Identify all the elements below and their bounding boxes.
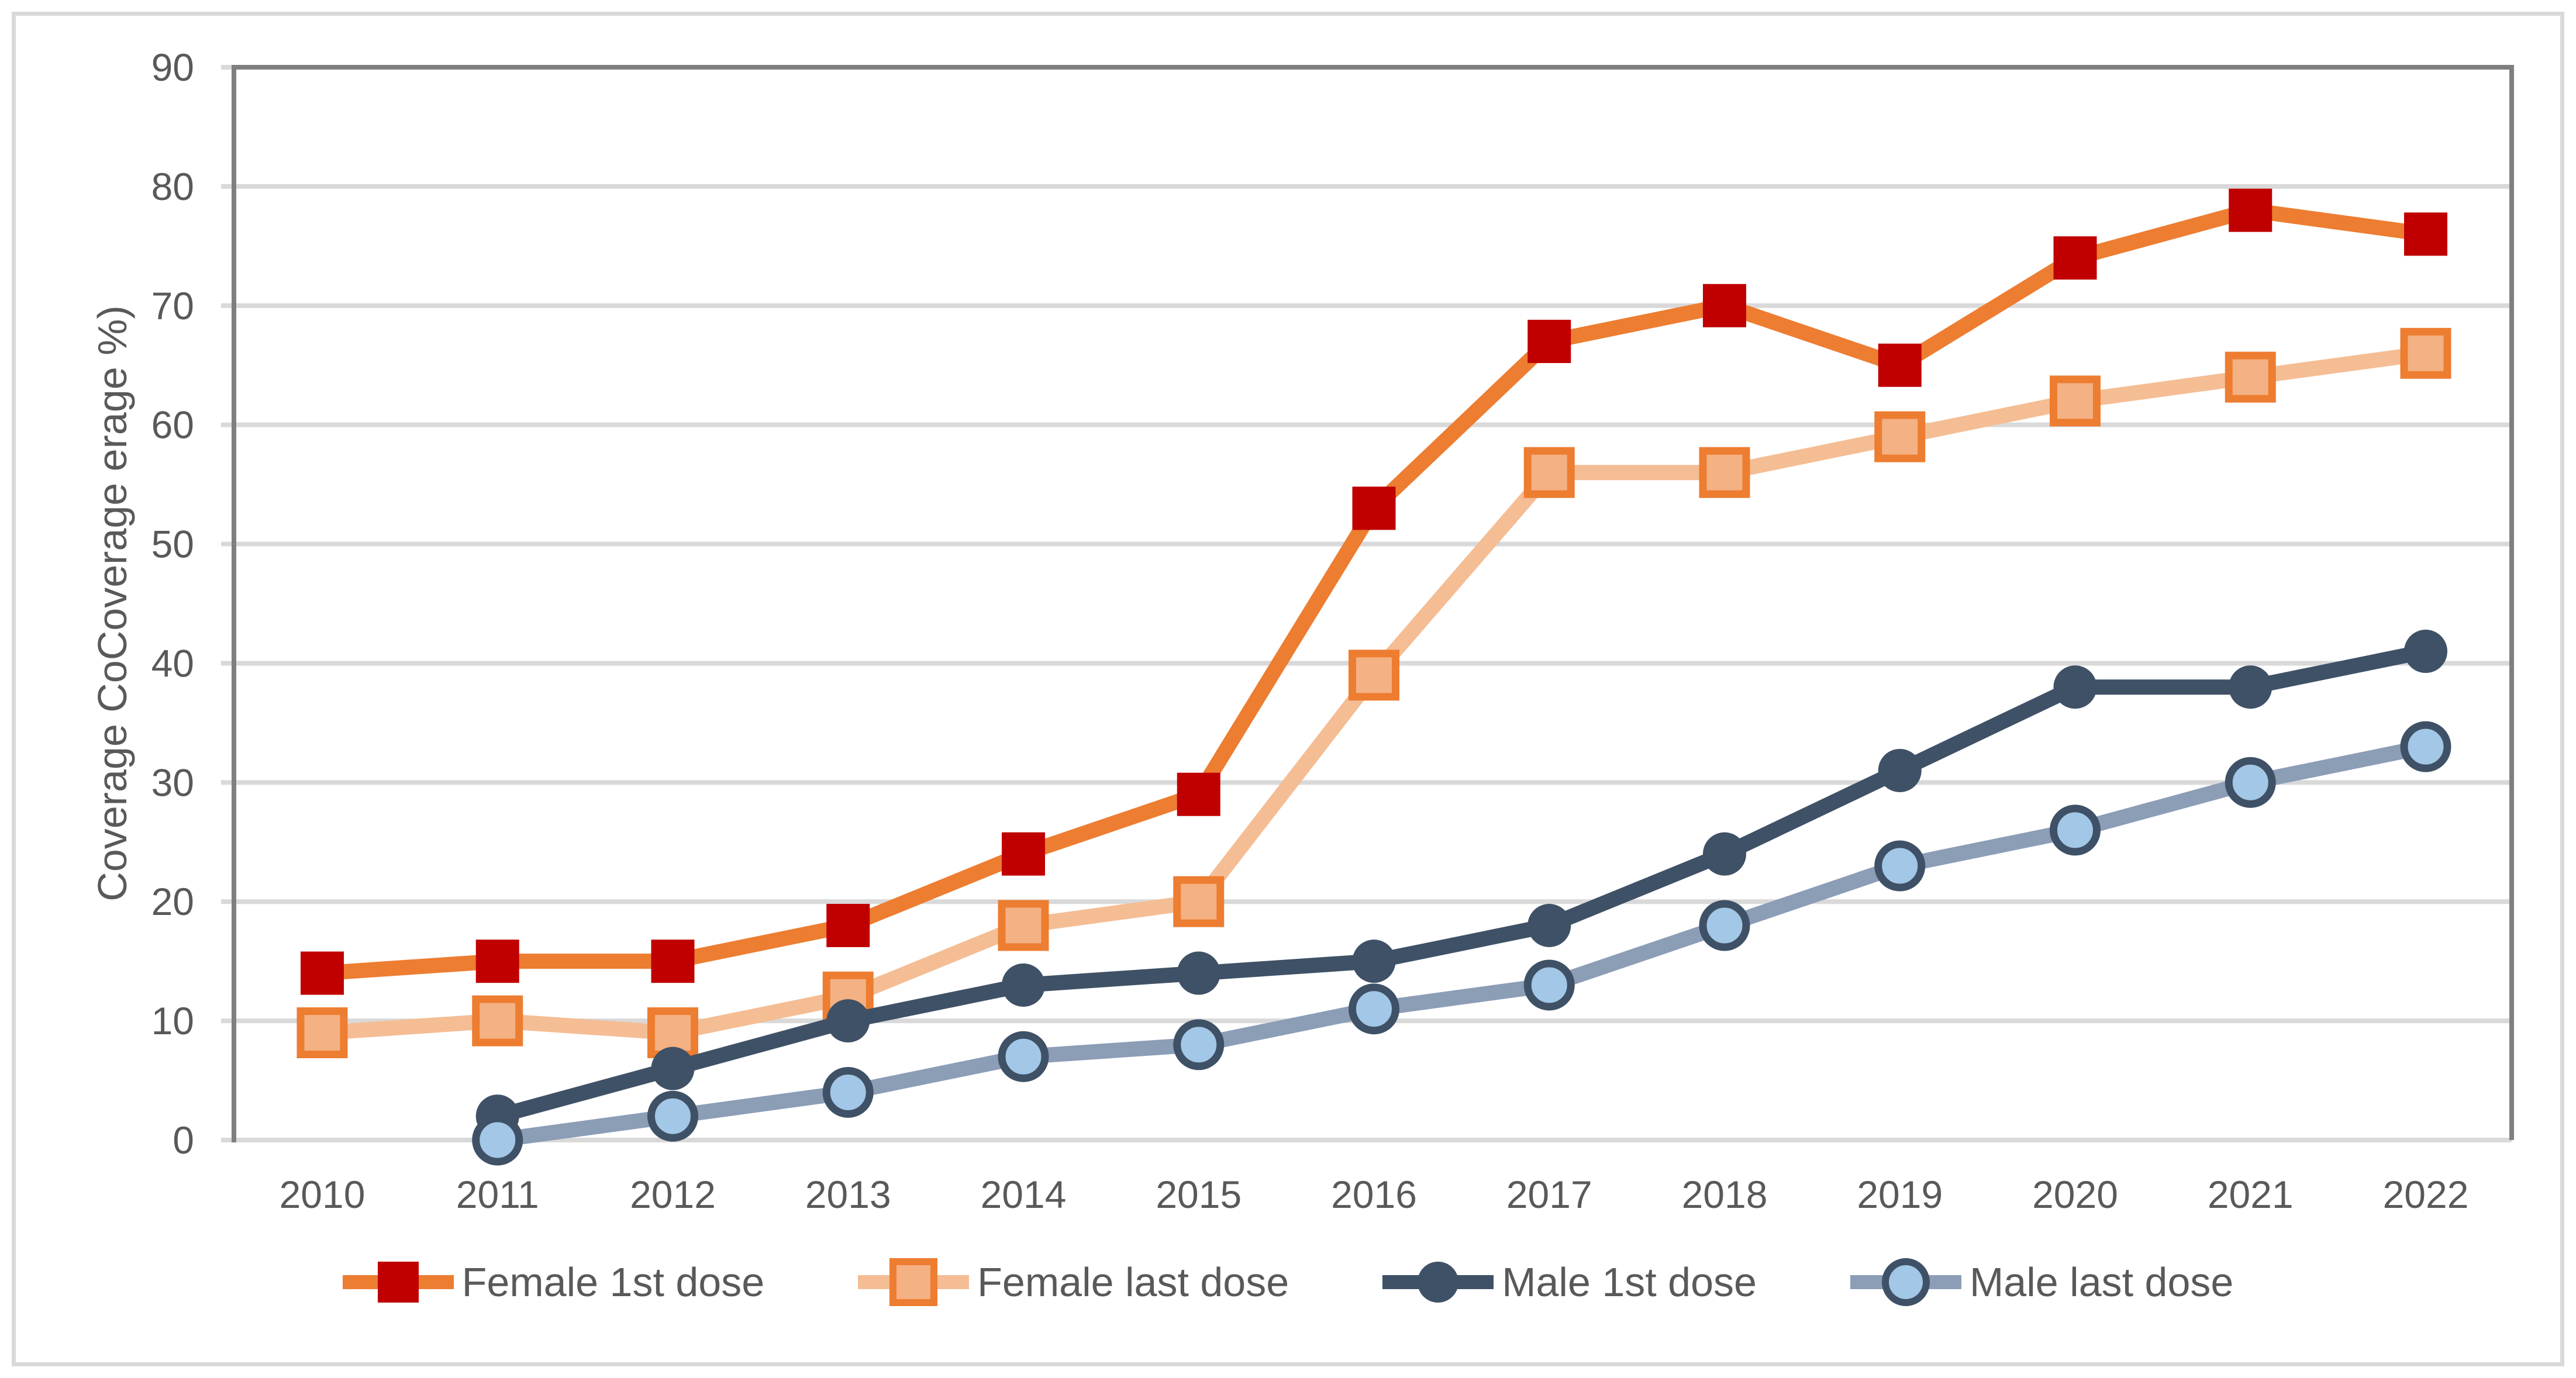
- legend-item-female-last-dose[interactable]: Female last dose: [858, 1254, 1289, 1310]
- y-tick-label-20: 20: [151, 880, 194, 923]
- x-tick-label-2012: 2012: [630, 1173, 716, 1216]
- legend-label: Male 1st dose: [1502, 1259, 1757, 1305]
- x-tick-label-2015: 2015: [1156, 1173, 1242, 1216]
- x-tick-label-2013: 2013: [805, 1173, 891, 1216]
- point-male-last-dose-2013[interactable]: [822, 1066, 874, 1118]
- female-1st-dose-legend-marker: [342, 1261, 454, 1303]
- point-male-last-dose-2018[interactable]: [1699, 900, 1750, 951]
- legend-label: Female last dose: [977, 1259, 1289, 1305]
- legend-item-male-1st-dose[interactable]: Male 1st dose: [1382, 1254, 1757, 1310]
- point-female-last-dose-2011[interactable]: [472, 995, 523, 1047]
- x-tick-label-2021: 2021: [2208, 1173, 2294, 1216]
- point-male-1st-dose-2022[interactable]: [2404, 630, 2447, 674]
- legend-item-female-1st-dose[interactable]: Female 1st dose: [342, 1254, 765, 1310]
- x-tick-label-2018: 2018: [1682, 1173, 1768, 1216]
- legend: Female 1st dose Female last dose Male 1st …: [0, 1231, 2576, 1333]
- y-tick-label-50: 50: [151, 523, 194, 566]
- point-male-last-dose-2019[interactable]: [1874, 840, 1926, 892]
- point-female-1st-dose-2014[interactable]: [1002, 832, 1045, 876]
- series-female-1st-dose: [301, 188, 2447, 995]
- y-tick-label-40: 40: [151, 641, 194, 685]
- x-tick-label-2016: 2016: [1331, 1173, 1417, 1216]
- x-tick-label-2022: 2022: [2383, 1173, 2469, 1216]
- point-female-last-dose-2021[interactable]: [2225, 351, 2276, 403]
- y-tick-label-10: 10: [151, 999, 194, 1042]
- point-female-last-dose-2020[interactable]: [2050, 375, 2101, 427]
- point-male-1st-dose-2020[interactable]: [2053, 665, 2097, 709]
- y-tick-label-70: 70: [151, 284, 194, 327]
- point-male-1st-dose-2012[interactable]: [651, 1047, 695, 1090]
- point-female-1st-dose-2011[interactable]: [475, 940, 519, 983]
- y-tick-label-80: 80: [151, 165, 194, 208]
- point-male-1st-dose-2014[interactable]: [1002, 963, 1045, 1007]
- series-line-female-1st-dose[interactable]: [322, 202, 2427, 981]
- point-female-1st-dose-2010[interactable]: [301, 951, 344, 995]
- point-male-last-dose-2016[interactable]: [1349, 983, 1399, 1035]
- x-tick-label-2019: 2019: [1857, 1173, 1943, 1216]
- point-female-1st-dose-2012[interactable]: [651, 940, 695, 983]
- point-male-1st-dose-2019[interactable]: [1878, 748, 1922, 792]
- y-tick-label-0: 0: [173, 1118, 194, 1162]
- series-male-1st-dose: [475, 630, 2447, 1138]
- point-male-1st-dose-2015[interactable]: [1177, 951, 1220, 995]
- point-female-1st-dose-2015[interactable]: [1177, 772, 1220, 816]
- point-male-last-dose-2020[interactable]: [2050, 804, 2101, 856]
- point-female-1st-dose-2021[interactable]: [2229, 188, 2272, 232]
- legend-label: Male last dose: [1969, 1259, 2234, 1305]
- point-female-1st-dose-2020[interactable]: [2053, 236, 2097, 280]
- point-male-last-dose-2021[interactable]: [2225, 757, 2276, 808]
- point-female-1st-dose-2017[interactable]: [1527, 319, 1571, 363]
- legend-item-male-last-dose[interactable]: Male last dose: [1850, 1254, 2233, 1310]
- point-male-last-dose-2014[interactable]: [998, 1031, 1049, 1082]
- point-male-last-dose-2012[interactable]: [647, 1090, 698, 1142]
- y-tick-label-90: 90: [151, 46, 194, 89]
- point-female-1st-dose-2013[interactable]: [826, 904, 870, 947]
- point-female-last-dose-2010[interactable]: [296, 1007, 348, 1058]
- point-female-1st-dose-2022[interactable]: [2404, 212, 2447, 256]
- legend-label: Female 1st dose: [461, 1259, 765, 1305]
- point-female-last-dose-2014[interactable]: [998, 900, 1049, 951]
- y-tick-label-60: 60: [151, 403, 194, 447]
- point-male-1st-dose-2021[interactable]: [2229, 665, 2272, 709]
- y-tick-label-30: 30: [151, 761, 194, 804]
- series-line-male-1st-dose[interactable]: [495, 644, 2427, 1124]
- point-male-1st-dose-2018[interactable]: [1703, 832, 1746, 876]
- point-female-1st-dose-2016[interactable]: [1352, 486, 1396, 530]
- x-tick-label-2010: 2010: [280, 1173, 365, 1216]
- point-male-last-dose-2017[interactable]: [1523, 959, 1575, 1011]
- y-axis-title: Coverage CoCoverage erage %): [89, 305, 135, 902]
- point-female-last-dose-2015[interactable]: [1173, 876, 1225, 927]
- female-last-dose-legend-marker: [858, 1258, 970, 1306]
- point-female-1st-dose-2018[interactable]: [1703, 284, 1746, 327]
- point-male-1st-dose-2017[interactable]: [1527, 904, 1571, 947]
- male-last-dose-legend-marker: [1850, 1258, 1961, 1306]
- point-female-last-dose-2019[interactable]: [1874, 411, 1926, 462]
- point-female-last-dose-2017[interactable]: [1523, 447, 1575, 498]
- point-male-last-dose-2015[interactable]: [1173, 1019, 1225, 1070]
- series-line-male-last-dose[interactable]: [496, 739, 2427, 1148]
- point-female-last-dose-2016[interactable]: [1349, 650, 1399, 701]
- x-tick-label-2020: 2020: [2032, 1173, 2118, 1216]
- series-male-last-dose: [472, 721, 2451, 1166]
- point-male-1st-dose-2013[interactable]: [826, 999, 870, 1043]
- x-tick-label-2014: 2014: [981, 1173, 1067, 1216]
- point-male-last-dose-2022[interactable]: [2400, 721, 2451, 772]
- x-tick-label-2017: 2017: [1506, 1173, 1592, 1216]
- male-1st-dose-legend-marker: [1382, 1261, 1494, 1303]
- x-tick-label-2011: 2011: [456, 1173, 539, 1216]
- point-female-last-dose-2018[interactable]: [1699, 447, 1750, 498]
- point-female-1st-dose-2019[interactable]: [1878, 343, 1922, 387]
- point-male-last-dose-2011[interactable]: [472, 1114, 523, 1166]
- point-male-1st-dose-2016[interactable]: [1352, 940, 1396, 983]
- point-female-last-dose-2022[interactable]: [2400, 327, 2451, 379]
